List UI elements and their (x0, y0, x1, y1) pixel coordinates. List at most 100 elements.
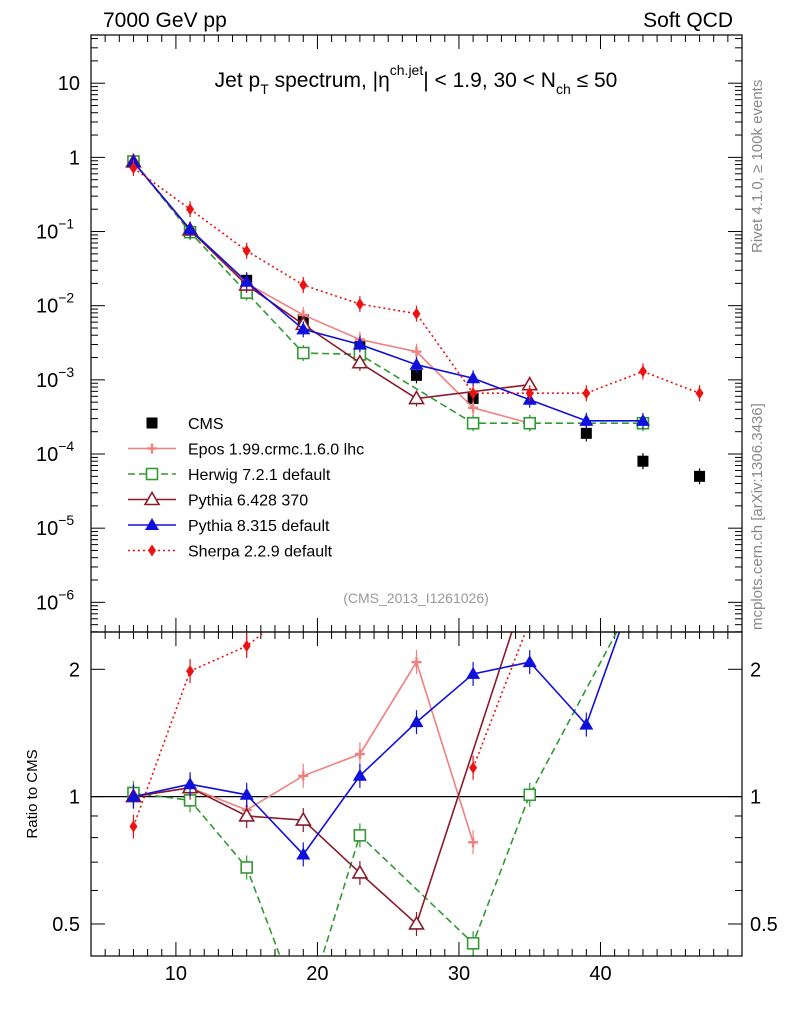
data-point (352, 337, 367, 350)
data-point (469, 387, 478, 400)
legend-marker (146, 417, 158, 429)
data-point (523, 416, 537, 430)
data-point (183, 222, 198, 235)
ratio-series-line (132, 632, 266, 827)
y-tick-label: 10−6 (36, 586, 74, 614)
series-line (132, 161, 530, 425)
data-point (525, 387, 534, 400)
y-tick-label: 10 (58, 73, 80, 95)
data-point (351, 354, 369, 369)
ratio-point (637, 577, 648, 588)
data-point (638, 365, 647, 378)
y-tick-label: 10−1 (36, 216, 74, 244)
data-point (468, 402, 479, 413)
ratio-point (298, 1012, 309, 1023)
rivet-label: Rivet 4.1.0, ≥ 100k events (749, 80, 766, 253)
ratio-point (354, 749, 365, 760)
main-panel-data (125, 153, 706, 485)
legend: CMS Epos 1.99.crmc.1.6.0 lhc Herwig 7.2.1 … (128, 416, 364, 561)
ratio-point (129, 820, 138, 833)
data-point (411, 346, 422, 357)
legend-entry: Herwig 7.2.1 default (128, 467, 331, 484)
data-point (695, 387, 704, 400)
analysis-label: (CMS_2013_I1261026) (343, 590, 489, 606)
ratio-series-line (133, 632, 618, 956)
legend-entry: Epos 1.99.crmc.1.6.0 lhc (128, 442, 364, 459)
y-tick-label: 1 (69, 147, 80, 169)
series-line (132, 167, 700, 395)
series-line (132, 161, 530, 400)
data-point (635, 413, 650, 426)
ratio-y-tick-label: 1 (69, 787, 80, 809)
ratio-series-line (472, 632, 527, 769)
ratio-panel-data (125, 570, 648, 1023)
data-point (296, 322, 311, 335)
ratio-point (522, 655, 537, 668)
ratio-point (411, 657, 422, 668)
data-point (466, 371, 481, 384)
data-point (355, 298, 364, 311)
data-point (582, 387, 591, 400)
legend-marker (145, 518, 159, 530)
ratio-point (468, 837, 479, 848)
data-point (466, 416, 480, 430)
data-point (296, 346, 310, 360)
ratio-y-label: Ratio to CMS (24, 749, 41, 838)
ratio-point (298, 770, 309, 781)
legend-marker (148, 544, 156, 557)
data-point (409, 357, 424, 370)
ratio-point (351, 864, 369, 879)
ratio-y-tick-label: 2 (750, 659, 761, 681)
data-point (299, 279, 308, 292)
ratio-point (242, 640, 251, 653)
data-point (408, 389, 425, 405)
data-point (186, 203, 195, 216)
header-left: 7000 GeV pp (103, 9, 227, 32)
legend-marker (145, 467, 159, 481)
y-tick-label: 10−4 (36, 438, 74, 466)
main-panel-axes: 10 1 10−1 10−2 10−3 10−4 10−5 10−6 (36, 35, 743, 633)
ratio-point (296, 847, 311, 860)
x-tick-label: 10 (165, 963, 187, 985)
ratio-panel-axes: 10 20 30 40 0.5 0.5 1 1 2 2 (52, 632, 778, 985)
ratio-y-tick-label: 2 (69, 659, 80, 681)
ratio-point (183, 777, 198, 790)
ratio-point (238, 807, 256, 822)
ratio-point (299, 595, 307, 607)
ratio-point (239, 787, 254, 800)
series-line (132, 161, 643, 422)
ratio-point (240, 861, 253, 874)
legend-label: Epos 1.99.crmc.1.6.0 lhc (188, 442, 364, 459)
data-point (637, 455, 649, 467)
data-point (694, 470, 706, 482)
series-line (132, 160, 643, 425)
ratio-y-tick-label: 0.5 (52, 914, 80, 936)
ratio-point (126, 789, 141, 802)
ratio-point (523, 788, 537, 802)
data-point (239, 274, 254, 287)
y-tick-label: 10−3 (36, 364, 74, 392)
data-point (580, 427, 592, 439)
ratio-panel-frame (90, 631, 743, 957)
main-panel-frame (90, 34, 743, 633)
legend-entry: Sherpa 2.2.9 default (128, 544, 333, 561)
legend-label: Herwig 7.2.1 default (188, 467, 331, 484)
y-tick-label: 10−5 (36, 512, 74, 540)
ratio-point (353, 829, 367, 842)
ratio-point (186, 665, 195, 678)
ratio-point (294, 811, 312, 826)
legend-label: CMS (188, 416, 224, 433)
ratio-point (466, 666, 481, 679)
legend-entry: Pythia 8.315 default (128, 518, 330, 535)
data-point (411, 369, 422, 381)
mcplots-label: mcplots.cern.ch [arXiv:1306.3436] (749, 403, 766, 630)
legend-label: Pythia 8.315 default (188, 518, 330, 535)
legend-marker (143, 490, 161, 506)
ratio-y-tick-label: 1 (750, 787, 761, 809)
x-tick-label: 20 (306, 963, 328, 985)
ratio-point (523, 570, 537, 582)
ratio-y-tick-label: 0.5 (750, 914, 778, 936)
ratio-point (579, 717, 594, 730)
plot-title: Jet pT spectrum, |ηch.jet| < 1.9, 30 < N… (215, 62, 618, 97)
